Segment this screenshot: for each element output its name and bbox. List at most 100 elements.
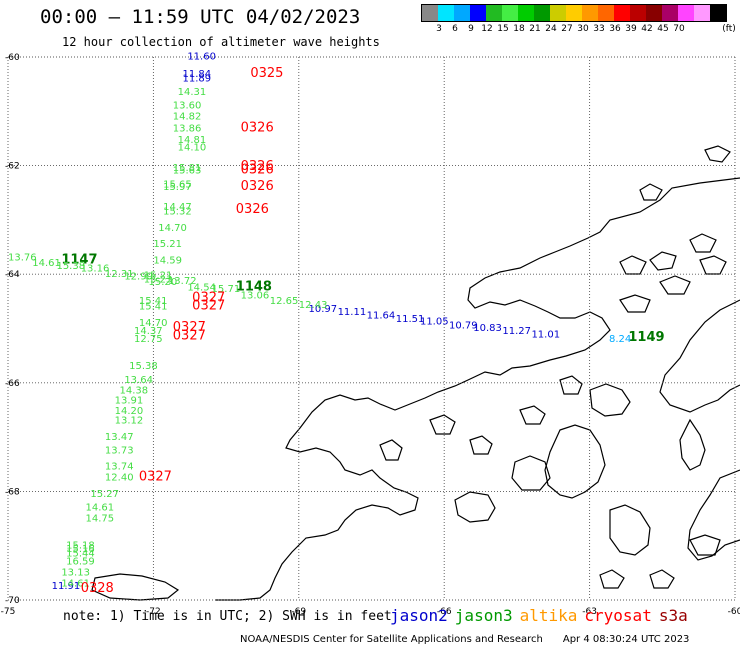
lat-label: -70 (5, 596, 20, 606)
wave-height-label: 15.44 (66, 549, 95, 560)
color-scale-label: 70 (673, 24, 685, 34)
lon-label: -63 (582, 607, 597, 617)
pass-time-label: 1147 (61, 252, 97, 267)
wave-height-label: 11.27 (502, 326, 531, 337)
color-swatch (470, 5, 486, 21)
lon-label: -75 (1, 607, 16, 617)
pass-time-label: 0327 (192, 298, 225, 313)
wave-height-label: 15.65 (163, 179, 192, 190)
wave-height-label: 13.06 (241, 291, 270, 302)
axis-labels: -75 -72 -69 -66 -63 -60 -60 -62 -64 -66 -68 -70 (1, 53, 740, 617)
wave-height-label: 12.43 (299, 300, 328, 311)
wave-height-label: 14.47 (163, 202, 192, 213)
color-swatch (582, 5, 598, 21)
footer: NOAA/NESDIS Center for Satellite Applica… (240, 634, 689, 645)
wave-height-label: 11.60 (187, 52, 216, 63)
wave-height-label: 15.63 (173, 166, 202, 177)
color-swatch (566, 5, 582, 21)
wave-height-label: 15.21 (153, 239, 182, 250)
wave-height-label: 12.75 (134, 334, 163, 345)
wave-height-label: 15.20 (149, 277, 178, 288)
wave-height-label: 14.20 (115, 406, 144, 417)
color-scale-label: 45 (657, 24, 669, 34)
color-swatch (678, 5, 694, 21)
wave-height-label: 14.54 (187, 282, 216, 293)
color-swatch (422, 5, 438, 21)
color-swatch (662, 5, 678, 21)
lat-label: -66 (5, 379, 20, 389)
wave-height-label: 14.61 (86, 502, 115, 513)
pass-time-label: 0326 (241, 120, 274, 135)
lat-label: -64 (5, 270, 20, 280)
lon-label: -66 (437, 607, 452, 617)
wave-height-label: 13.74 (105, 462, 134, 473)
color-scale-label: 27 (561, 24, 573, 34)
wave-height-label: 14.61 (61, 578, 90, 589)
color-scale-label: 3 (436, 24, 442, 34)
wave-height-label: 12.31 (105, 269, 134, 280)
wave-height-label: 14.59 (153, 255, 182, 266)
color-scale-label: 15 (497, 24, 509, 34)
wave-height-label: 11.84 (182, 69, 211, 80)
coastline (91, 145, 740, 601)
wave-height-label: 14.38 (119, 386, 148, 397)
wave-height-label: 14.70 (158, 223, 187, 234)
color-swatch (486, 5, 502, 21)
pass-time-label: 1149 (628, 330, 664, 345)
wave-height-label: 15.41 (139, 301, 168, 312)
wave-height-label: 15.38 (129, 361, 158, 372)
wave-height-label: 15.97 (163, 182, 192, 193)
wave-height-label: 10.83 (473, 323, 502, 334)
pass-time-label: 0326 (241, 179, 274, 194)
wave-height-label: 13.60 (173, 101, 202, 112)
legend-s3a: s3a (658, 606, 688, 625)
pass-time-label: 0327 (173, 320, 206, 335)
wave-height-label: 15.23 (144, 274, 173, 285)
legend-altika: altika (519, 606, 578, 625)
wave-height-label: 11.01 (531, 330, 560, 341)
pass-time-label: 0327 (192, 290, 225, 305)
pass-time-label: 0325 (250, 66, 283, 81)
wave-height-label: 10.97 (308, 304, 337, 315)
lat-label: -68 (5, 487, 20, 497)
pass-time-label: 0326 (241, 159, 274, 174)
credit-text: NOAA/NESDIS Center for Satellite Applica… (240, 634, 543, 645)
wave-height-label: 12.99 (124, 272, 153, 283)
wave-height-label: 13.12 (115, 416, 144, 427)
legend-jason3: jason3 (454, 606, 513, 625)
color-swatch (710, 5, 726, 21)
lon-label: -72 (146, 607, 161, 617)
pass-time-label: 0328 (81, 581, 114, 596)
wave-height-label: 15.18 (66, 540, 95, 551)
pass-time-label: 0327 (173, 328, 206, 343)
wave-height-label: 12.65 (270, 296, 299, 307)
wave-height-label: 15.21 (144, 271, 173, 282)
lon-label: -69 (291, 607, 306, 617)
color-scale-label: 21 (529, 24, 541, 34)
wave-height-label: 14.61 (32, 258, 61, 269)
color-swatch (630, 5, 646, 21)
pass-time-label: 1148 (236, 279, 272, 294)
color-scale-label: 33 (593, 24, 605, 34)
color-scale-swatches (421, 4, 727, 22)
wave-height-label: 15.81 (173, 163, 202, 174)
wave-height-label: 16.59 (66, 557, 95, 568)
timestamp: Apr 4 08:30:24 UTC 2023 (562, 634, 690, 645)
wave-height-label: 15.27 (90, 489, 119, 500)
page-title: 00:00 – 11:59 UTC 04/02/2023 (40, 6, 361, 28)
wave-height-label: 14.70 (139, 318, 168, 329)
color-scale: 3 6 9 12 15 18 21 24 27 30 33 36 39 42 45 70 (ft) (421, 4, 736, 36)
wave-height-label: 15.71 (212, 284, 241, 295)
wave-height-label: 14.31 (178, 87, 207, 98)
wave-height-label: 12.40 (105, 473, 134, 484)
color-swatch (438, 5, 454, 21)
legend-jason2: jason2 (390, 606, 448, 625)
color-scale-label: 30 (577, 24, 589, 34)
color-swatch (502, 5, 518, 21)
wave-height-label: 15.16 (66, 544, 95, 555)
wave-height-label: 11.51 (396, 314, 425, 325)
wave-height-label: 11.64 (367, 311, 396, 322)
wave-height-label: 13.47 (105, 432, 134, 443)
